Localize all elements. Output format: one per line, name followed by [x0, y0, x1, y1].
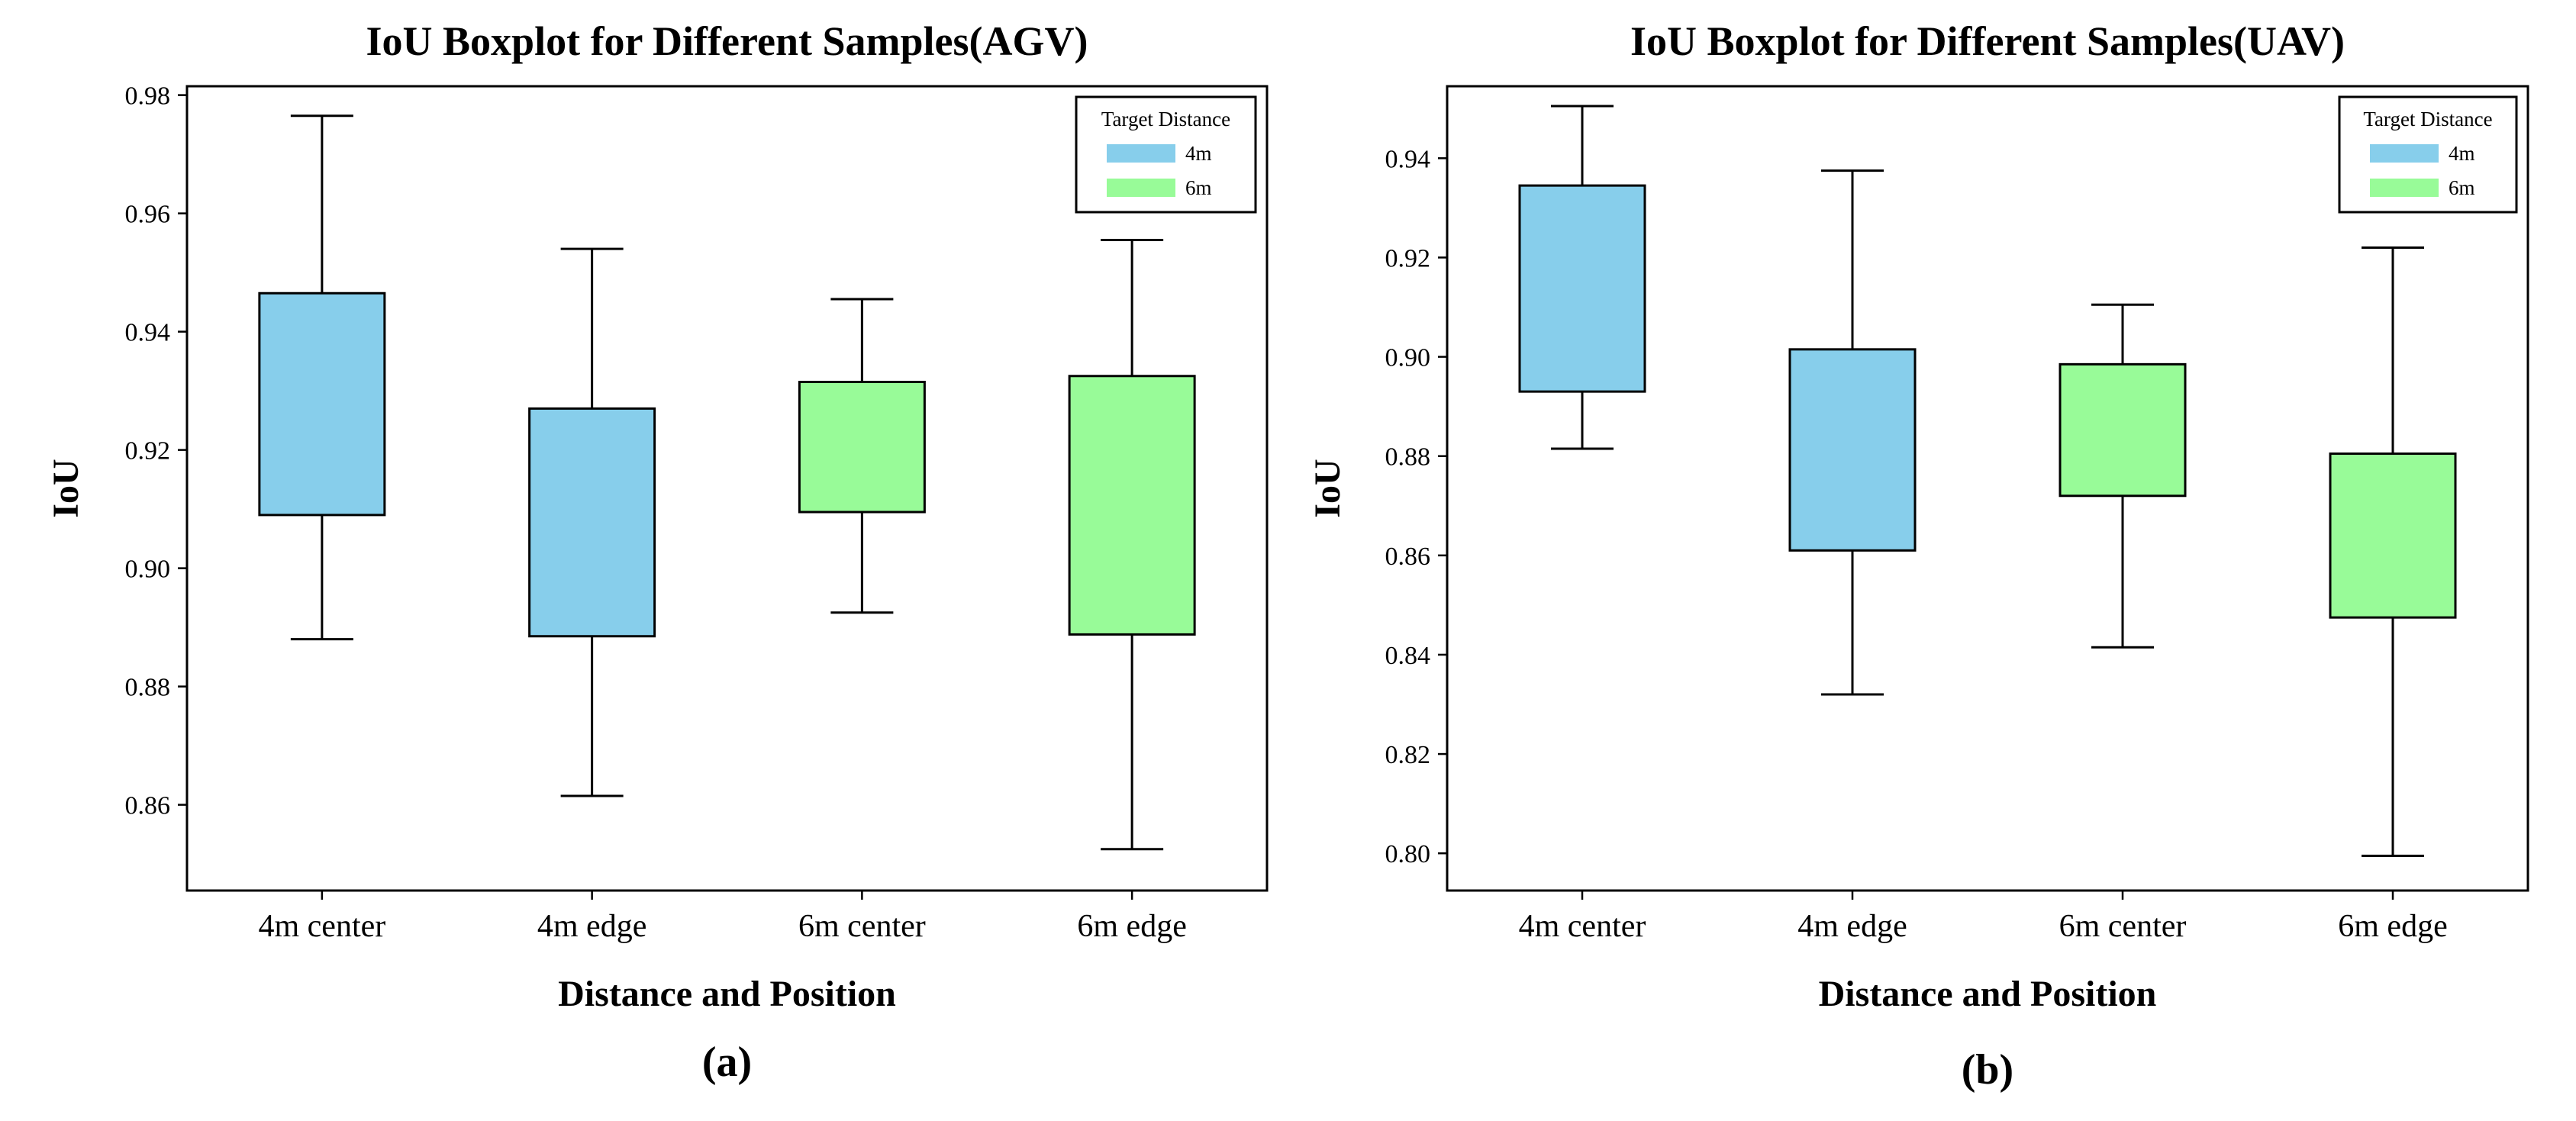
box-6m-center	[798, 381, 926, 514]
y-tick-label: 0.92	[1385, 244, 1431, 272]
box-4m-edge	[1788, 348, 1917, 552]
x-axis-label: Distance and Position	[1819, 974, 2157, 1014]
y-tick-label: 0.92	[125, 437, 171, 465]
y-tick-label: 0.86	[1385, 543, 1431, 571]
y-tick-label: 0.94	[125, 319, 171, 347]
x-tick-label: 6m edge	[1077, 909, 1186, 944]
legend: Target Distance 4m 6m	[2338, 95, 2518, 214]
y-tick-label: 0.82	[1385, 741, 1431, 769]
chart-panel-b: IoU Boxplot for Different Samples(UAV) 0.…	[1307, 18, 2529, 1094]
legend-label-4m: 4m	[2449, 142, 2475, 165]
plot-area-frame	[1446, 85, 2529, 892]
y-tick-label: 0.86	[125, 792, 171, 820]
plot-area-frame	[185, 85, 1269, 892]
x-tick-label: 6m center	[2059, 909, 2187, 944]
y-tick-label: 0.90	[1385, 344, 1431, 372]
legend-label-6m: 6m	[1185, 176, 1212, 199]
panel-caption: (a)	[702, 1039, 752, 1086]
y-tick-label: 0.88	[1385, 443, 1431, 472]
y-axis-label: IoU	[1307, 459, 1348, 517]
box-6m-center	[2059, 362, 2187, 498]
panel-caption: (b)	[1962, 1046, 2013, 1094]
y-tick-label: 0.88	[125, 674, 171, 702]
y-tick-label: 0.84	[1385, 642, 1431, 670]
y-tick-label: 0.98	[125, 82, 171, 111]
y-axis-label: IoU	[46, 459, 86, 517]
x-tick-label: 4m edge	[537, 909, 646, 944]
chart-panel-a: IoU Boxplot for Different Samples(AGV) 0.…	[46, 18, 1269, 1086]
y-tick-label: 0.96	[125, 201, 171, 229]
legend-label-6m: 6m	[2449, 176, 2475, 199]
y-tick-label: 0.94	[1385, 145, 1431, 173]
x-tick-label: 4m center	[259, 909, 386, 944]
x-tick-label: 4m center	[1519, 909, 1646, 944]
y-tick-label: 0.80	[1385, 840, 1431, 868]
legend-swatch-4m	[1107, 144, 1175, 163]
x-tick-label: 6m center	[798, 909, 926, 944]
legend-swatch-6m	[1107, 179, 1175, 197]
y-tick-label: 0.90	[125, 556, 171, 584]
legend-title: Target Distance	[1101, 108, 1230, 130]
x-tick-label: 4m edge	[1797, 909, 1907, 944]
box-4m-edge	[528, 407, 656, 638]
legend: Target Distance 4m 6m	[1075, 95, 1257, 214]
x-axis-label: Distance and Position	[558, 974, 896, 1014]
box-4m-center	[258, 292, 386, 517]
box-6m-edge	[2329, 452, 2457, 619]
legend-title: Target Distance	[2363, 108, 2492, 130]
chart-title: IoU Boxplot for Different Samples(AGV)	[366, 18, 1088, 64]
box-4m-center	[1518, 184, 1646, 393]
chart-title: IoU Boxplot for Different Samples(UAV)	[1630, 18, 2345, 64]
box-6m-edge	[1068, 375, 1196, 636]
legend-swatch-6m	[2370, 179, 2439, 197]
legend-label-4m: 4m	[1185, 142, 1212, 165]
legend-swatch-4m	[2370, 144, 2439, 163]
x-tick-label: 6m edge	[2338, 909, 2447, 944]
